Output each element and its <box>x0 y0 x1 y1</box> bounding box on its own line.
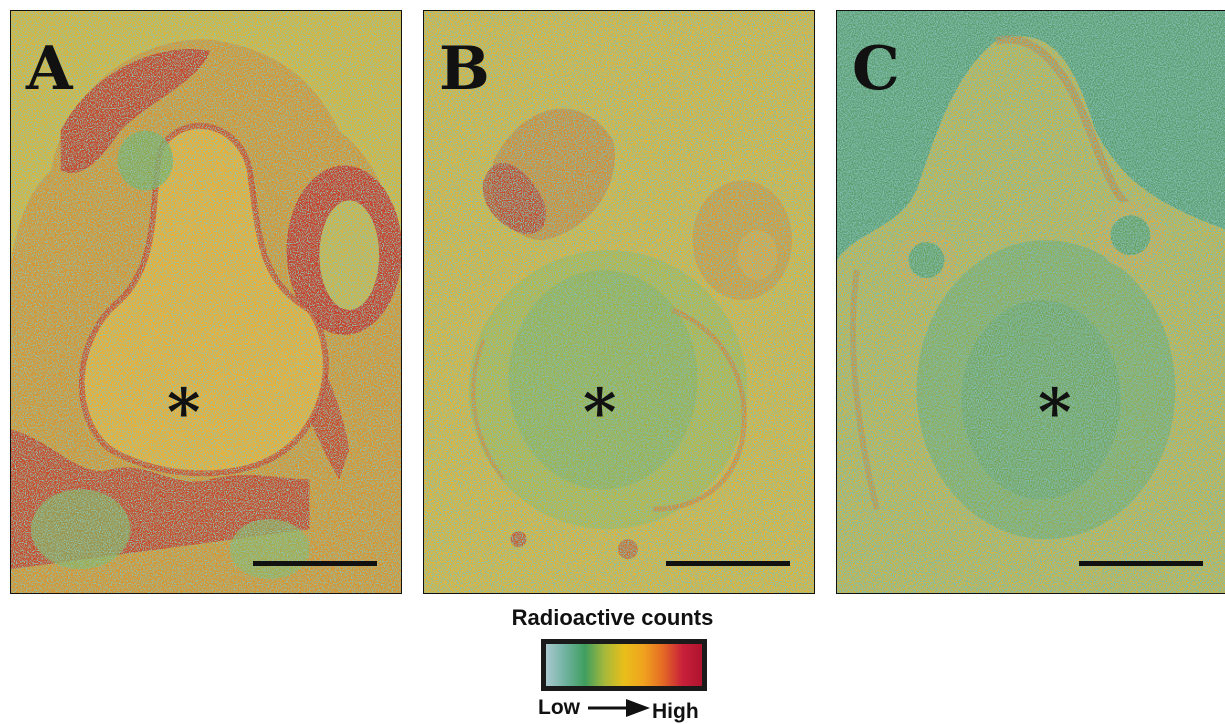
scale-bar-a <box>253 561 377 566</box>
scale-bar-b <box>666 561 790 566</box>
scale-bar-c <box>1079 561 1203 566</box>
autoradiograph-image-c <box>837 11 1225 593</box>
panel-label-b: B <box>439 34 490 104</box>
arrow-right-icon <box>588 699 650 717</box>
autoradiograph-panel-c: C * <box>836 10 1225 594</box>
autoradiograph-panel-a: A * <box>10 10 402 594</box>
autoradiograph-image-a <box>11 11 401 593</box>
legend-high-label: High <box>652 700 699 723</box>
autoradiograph-panel-b: B * <box>423 10 815 594</box>
legend-low-label: Low <box>538 696 580 719</box>
panel-label-c: C <box>852 34 900 104</box>
panel-label-a: A <box>26 34 73 104</box>
color-scale-bar <box>541 639 707 691</box>
autoradiograph-image-b <box>424 11 814 593</box>
asterisk-marker-b: * <box>583 375 617 450</box>
legend-title: Radioactive counts <box>511 605 714 630</box>
asterisk-marker-c: * <box>1038 375 1072 450</box>
asterisk-marker-a: * <box>167 375 201 450</box>
